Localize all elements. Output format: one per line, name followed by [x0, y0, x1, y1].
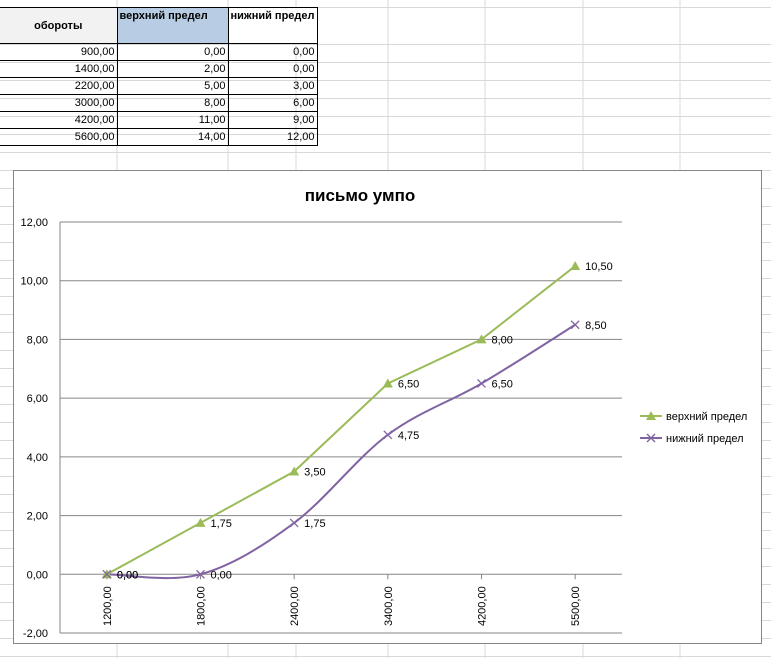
- data-point: [382, 378, 393, 388]
- y-tick-label: 4,00: [27, 452, 48, 464]
- table-cell[interactable]: 2,00: [116, 60, 229, 78]
- header-cell-upper-limit[interactable]: верхний предел: [116, 7, 229, 44]
- table-cell[interactable]: 0,00: [227, 60, 318, 78]
- data-label: 0,00: [117, 569, 138, 581]
- data-label: 8,50: [585, 320, 606, 332]
- data-table: обороты верхний предел нижний предел 900…: [0, 7, 318, 146]
- table-row: 5600,00 14,00 12,00: [0, 128, 318, 146]
- series-line: [106, 265, 576, 576]
- table-cell[interactable]: 9,00: [227, 111, 318, 129]
- line-chart: письмо умпо -2,00 0,00 2,00 4,00 6,00 8,00 10,…: [20, 186, 747, 640]
- x-tick-label: 5500,00: [570, 586, 582, 626]
- legend-entry[interactable]: нижний предел: [640, 433, 744, 445]
- data-point-stroke: [570, 320, 580, 330]
- data-label: 6,50: [492, 378, 513, 390]
- legend-marker: [646, 411, 656, 420]
- data-point: [477, 379, 486, 388]
- table-cell[interactable]: 3,00: [227, 77, 318, 95]
- data-point: [383, 430, 393, 440]
- x-tick-label: 2400,00: [289, 586, 301, 626]
- y-tick-label: 0,00: [27, 569, 48, 581]
- legend-marker: [646, 433, 656, 443]
- data-point: [102, 569, 112, 579]
- data-point: [289, 466, 300, 476]
- table-cell[interactable]: 900,00: [0, 43, 118, 61]
- table-cell[interactable]: 0,00: [116, 43, 229, 61]
- data-point-stroke: [196, 569, 205, 579]
- y-tick-label: -2,00: [23, 628, 48, 640]
- table-cell[interactable]: 14,00: [116, 128, 229, 146]
- data-label: 10,50: [585, 261, 613, 273]
- table-cell[interactable]: 3000,00: [0, 94, 118, 112]
- data-point-stroke: [289, 518, 299, 528]
- data-label: 3,50: [304, 467, 325, 479]
- table-row: 900,00 0,00 0,00: [0, 43, 318, 61]
- data-point: [196, 569, 205, 579]
- data-point: [289, 518, 299, 528]
- table-cell[interactable]: 8,00: [116, 94, 229, 112]
- data-label: 4,75: [398, 430, 419, 442]
- table-cell[interactable]: 2200,00: [0, 77, 118, 95]
- chart-title: письмо умпо: [305, 186, 416, 205]
- table-row: 2200,00 5,00 3,00: [0, 77, 318, 95]
- table-cell[interactable]: 0,00: [227, 43, 318, 61]
- table-cell[interactable]: 6,00: [227, 94, 318, 112]
- y-tick-label: 12,00: [20, 217, 48, 229]
- data-label: 0,00: [117, 569, 138, 581]
- data-label: 6,50: [398, 378, 419, 390]
- table-row: 1400,00 2,00 0,00: [0, 60, 318, 78]
- legend-label: верхний предел: [666, 411, 747, 423]
- series-line: [106, 323, 576, 580]
- table-header-row: обороты верхний предел нижний предел: [0, 7, 318, 44]
- data-point: [476, 334, 487, 344]
- y-tick-label: 8,00: [27, 334, 48, 346]
- data-label: 8,00: [492, 334, 513, 346]
- legend-entry[interactable]: верхний предел: [640, 411, 747, 423]
- table-row: 4200,00 11,00 9,00: [0, 111, 318, 129]
- data-point-stroke: [383, 430, 393, 440]
- x-tick-label: 4200,00: [477, 586, 489, 626]
- table-cell[interactable]: 4200,00: [0, 111, 118, 129]
- data-label: 1,75: [211, 518, 232, 530]
- table-cell[interactable]: 12,00: [227, 128, 318, 146]
- data-label: 0,00: [211, 569, 232, 581]
- legend-marker-stroke: [646, 433, 656, 443]
- data-point-stroke: [477, 379, 486, 388]
- x-tick-label: 3400,00: [383, 586, 395, 626]
- legend-label: нижний предел: [666, 433, 744, 445]
- table-cell[interactable]: 5600,00: [0, 128, 118, 146]
- data-point: [195, 517, 206, 527]
- data-point: [570, 320, 580, 330]
- data-label: 1,75: [304, 518, 325, 530]
- data-point: [570, 261, 581, 271]
- table-cell[interactable]: 11,00: [116, 111, 229, 129]
- data-point-stroke: [102, 569, 112, 579]
- table-cell[interactable]: 1400,00: [0, 60, 118, 78]
- x-tick-label: 1200,00: [102, 586, 114, 626]
- x-tick-label: 1800,00: [196, 586, 208, 626]
- chart-object[interactable]: письмо умпо -2,00 0,00 2,00 4,00 6,00 8,00 10,…: [13, 170, 762, 644]
- header-cell-lower-limit[interactable]: нижний предел: [227, 7, 318, 44]
- y-tick-label: 2,00: [27, 511, 48, 523]
- table-cell[interactable]: 5,00: [116, 77, 229, 95]
- y-tick-label: 6,00: [27, 393, 48, 405]
- header-cell-rpm[interactable]: обороты: [0, 7, 118, 44]
- table-row: 3000,00 8,00 6,00: [0, 94, 318, 112]
- y-tick-label: 10,00: [20, 276, 48, 288]
